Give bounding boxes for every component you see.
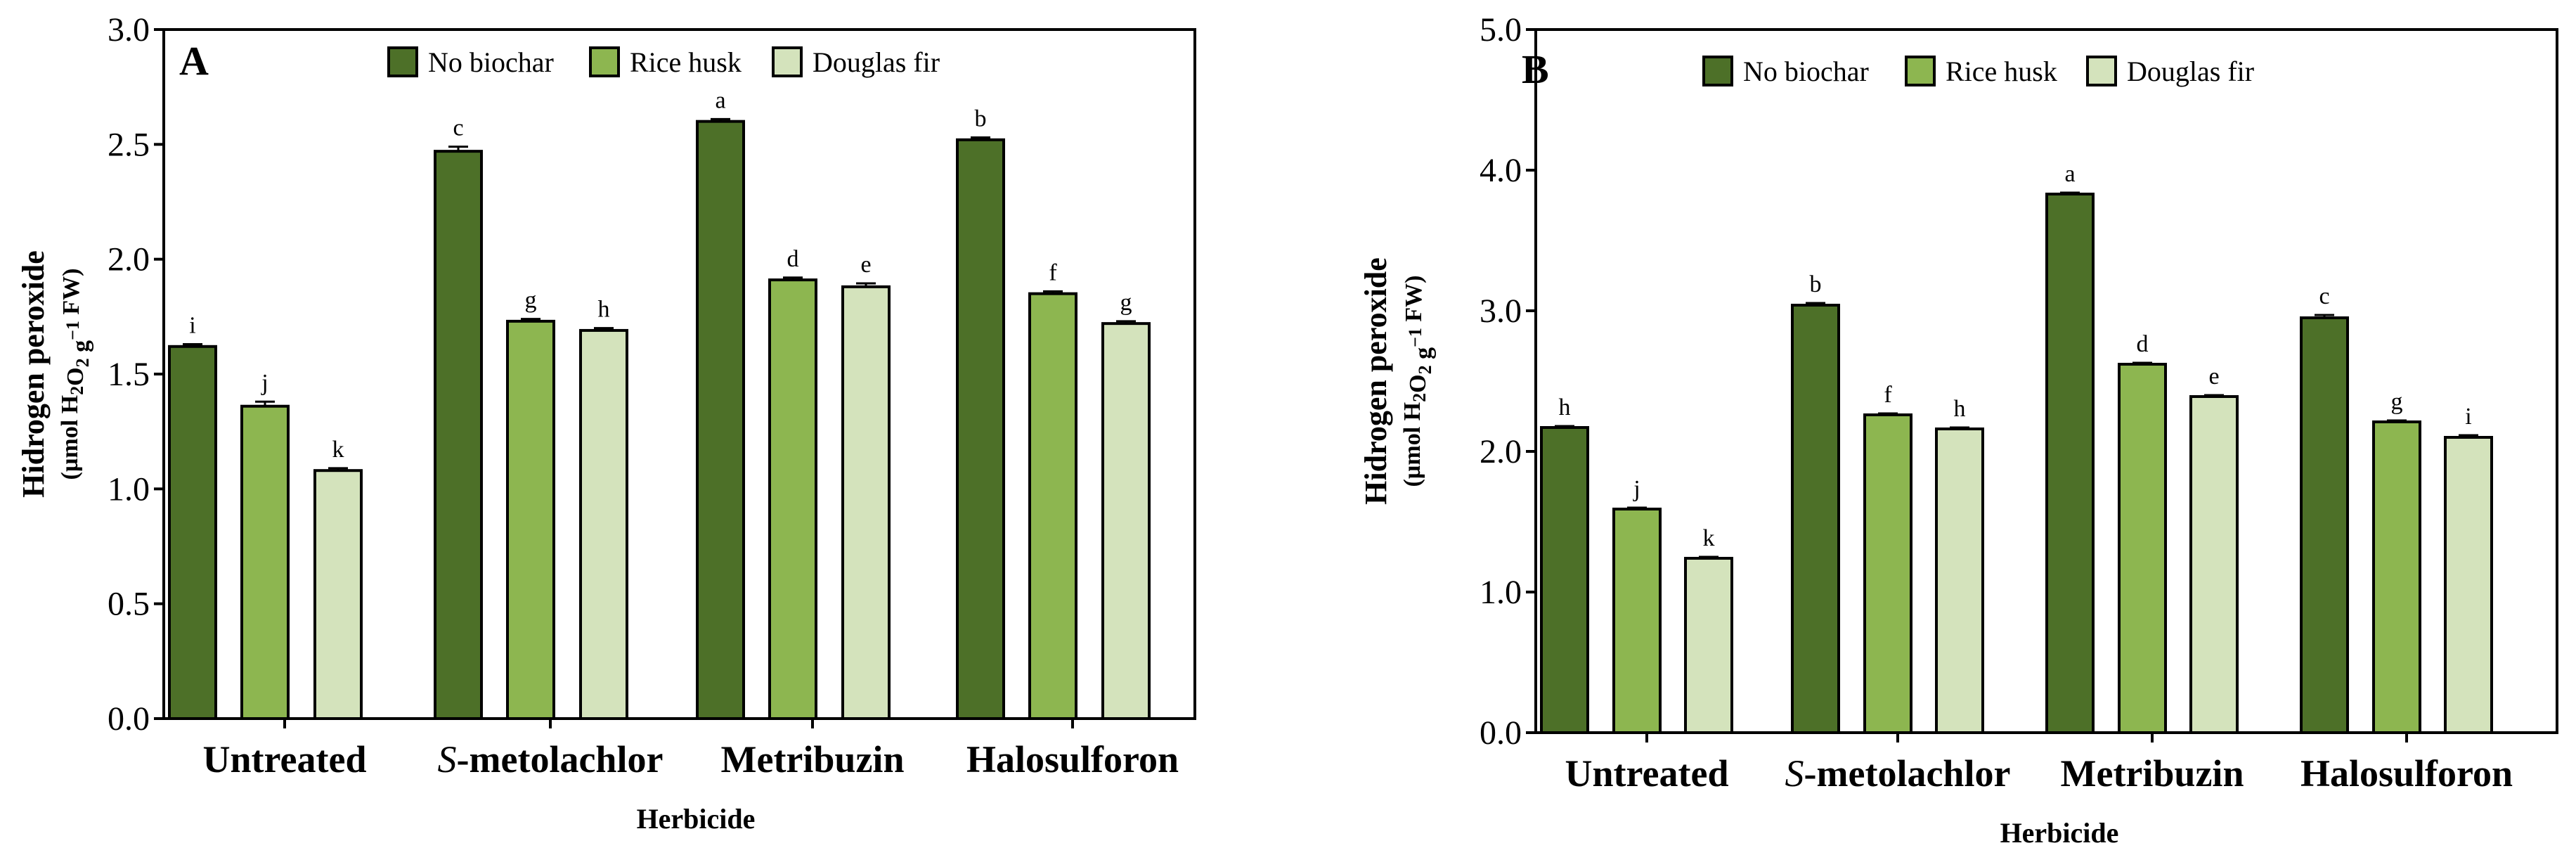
panel-b-significance-letter: e <box>2208 364 2219 390</box>
panel-b-x-category-label: Halosulforon <box>2300 752 2513 795</box>
panel-a-significance-letter: a <box>715 87 725 113</box>
panel-a-bar-rice-husk <box>1028 292 1077 720</box>
panel-b-bar-rice-husk <box>2372 420 2421 734</box>
panel-a-bar-rice-husk <box>506 319 555 721</box>
panel-b-bar-rice-husk <box>2118 363 2167 734</box>
panel-b-bar-no-biochar <box>2300 316 2349 734</box>
panel-a-bar-no-biochar <box>956 138 1005 721</box>
panel-b-significance-letter: h <box>1559 394 1571 420</box>
panel-b-y-axis-unit: (µmol H2O2 g−1 FW) <box>1399 275 1437 487</box>
panel-a-bar-no-biochar <box>168 345 217 720</box>
panel-a-significance-letter: k <box>332 437 344 463</box>
panel-b-significance-letter: h <box>1954 396 1966 422</box>
panel-b-bar-no-biochar <box>2045 193 2095 734</box>
panel-a-significance-letter: g <box>1120 290 1132 316</box>
panel-b-bar-douglas-fir <box>1935 428 1984 734</box>
panel-b-legend-swatch-no-biochar <box>1702 56 1733 86</box>
panel-b: 0.0 1.0 2.0 3.0 4.0 5.0 h b a c j f d g k h e i Untreated S… <box>1359 11 2558 849</box>
panel-a: 0.0 0.5 1.0 1.5 2.0 2.5 3.0 i c a b j g d f k h e g Untreat… <box>16 11 1196 835</box>
panel-a-significance-letter: b <box>975 106 987 132</box>
panel-b-significance-letter: k <box>1703 525 1715 551</box>
panel-b-significance-letter: f <box>1884 382 1892 408</box>
panel-a-significance-letter: f <box>1049 259 1057 285</box>
panel-b-legend-swatch-rice-husk <box>1905 56 1936 86</box>
panel-b-bar-no-biochar <box>1540 426 1589 734</box>
panel-b-bar-rice-husk <box>1863 413 1912 734</box>
panel-b-bar-no-biochar <box>1791 304 1840 734</box>
panel-a-bar-no-biochar <box>696 120 745 720</box>
panel-a-bar-douglas-fir <box>579 328 628 720</box>
panel-a-legend-label-rice-husk: Rice husk <box>630 46 742 78</box>
panel-b-panel-letter: B <box>1522 46 1549 92</box>
panel-a-significance-letter: c <box>453 115 463 141</box>
panel-b-y-tick-label: 3.0 <box>1480 292 1522 330</box>
panel-a-legend-swatch-no-biochar <box>387 46 418 77</box>
panel-b-significance-letter: j <box>1633 476 1640 502</box>
panel-b-bar-douglas-fir <box>2444 436 2493 734</box>
panel-b-bar-douglas-fir <box>2189 395 2239 734</box>
panel-b-legend-label-rice-husk: Rice husk <box>1946 56 2057 87</box>
panel-a-y-tick-label: 2.0 <box>108 241 150 278</box>
panel-b-y-tick-label: 0.0 <box>1480 714 1522 752</box>
panel-a-x-category-label: Untreated <box>203 738 367 780</box>
panel-b-x-axis-title: Herbicide <box>2000 817 2119 849</box>
panel-a-y-tick-label: 1.0 <box>108 470 150 508</box>
panel-b-significance-letter: d <box>2137 331 2149 357</box>
panel-b-legend-swatch-douglas-fir <box>2086 56 2117 86</box>
panel-a-y-tick-label: 0.5 <box>108 586 150 623</box>
panel-a-significance-letter: i <box>189 313 195 339</box>
panel-b-significance-letter: g <box>2391 389 2403 415</box>
panel-a-bar-rice-husk <box>240 404 290 720</box>
panel-a-x-category-label: Metribuzin <box>721 738 905 780</box>
panel-b-significance-letter: c <box>2319 283 2329 309</box>
panel-a-significance-letter: g <box>525 288 537 314</box>
panel-b-significance-letter: i <box>2465 404 2471 430</box>
panel-a-legend-swatch-rice-husk <box>589 46 620 77</box>
panel-a-significance-letter: d <box>787 246 799 272</box>
panel-b-bar-douglas-fir <box>1684 557 1733 734</box>
panel-b-legend-label-douglas-fir: Douglas fir <box>2127 56 2254 87</box>
panel-a-panel-letter: A <box>179 38 209 84</box>
panel-a-legend-label-douglas-fir: Douglas fir <box>813 46 940 78</box>
panel-a-y-axis-unit: (µmol H2O2 g−1 FW) <box>57 268 94 480</box>
panel-a-x-axis-title: Herbicide <box>637 803 756 835</box>
panel-b-x-category-label: Metribuzin <box>2061 752 2244 795</box>
panel-a-y-tick-label: 3.0 <box>108 11 150 49</box>
panel-a-significance-letter: h <box>598 297 610 323</box>
panel-a-x-category-label: S-metolachlor <box>438 738 664 780</box>
panel-a-bar-douglas-fir <box>313 469 363 720</box>
panel-a-significance-letter: e <box>860 252 871 278</box>
panel-a-y-tick-label: 2.5 <box>108 126 150 163</box>
panel-b-bar-rice-husk <box>1612 508 1662 734</box>
panel-a-legend-swatch-douglas-fir <box>772 46 803 77</box>
panel-a-bar-no-biochar <box>434 150 483 720</box>
panel-b-significance-letter: b <box>1810 271 1822 297</box>
panel-b-y-tick-label: 5.0 <box>1480 11 1522 49</box>
panel-a-significance-letter: j <box>261 370 268 396</box>
panel-b-y-tick-label: 4.0 <box>1480 152 1522 189</box>
panel-b-significance-letter: a <box>2064 161 2075 187</box>
panel-a-y-tick-label: 0.0 <box>108 700 150 738</box>
panel-a-bar-douglas-fir <box>841 285 891 721</box>
panel-b-y-tick-label: 2.0 <box>1480 433 1522 470</box>
panel-a-legend-label-no-biochar: No biochar <box>428 46 554 78</box>
panel-a-y-tick-label: 1.5 <box>108 356 150 393</box>
panel-a-bar-douglas-fir <box>1101 322 1151 720</box>
panel-a-x-category-label: Halosulforon <box>966 738 1179 780</box>
panel-b-y-tick-label: 1.0 <box>1480 574 1522 611</box>
panel-a-y-axis-title: Hidrogen peroxide <box>16 250 51 498</box>
panel-a-bar-rice-husk <box>768 278 817 721</box>
panel-b-y-axis-title: Hidrogen peroxide <box>1359 257 1393 505</box>
panel-b-x-category-label: Untreated <box>1565 752 1729 795</box>
panel-b-x-category-label: S-metolachlor <box>1785 752 2011 795</box>
panel-b-legend-label-no-biochar: No biochar <box>1743 56 1869 87</box>
